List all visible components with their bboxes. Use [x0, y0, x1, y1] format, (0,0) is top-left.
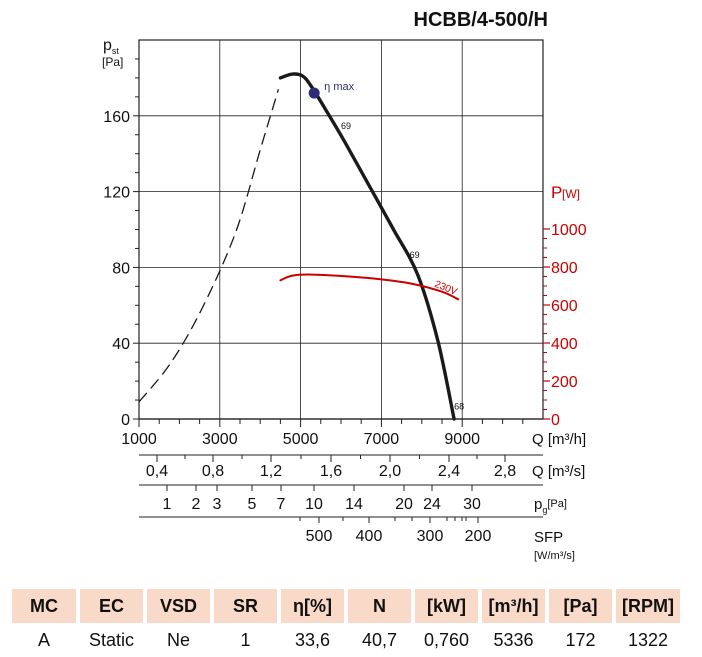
header-cell: [Pa]: [549, 589, 612, 623]
y-axis-label: pst: [103, 37, 119, 56]
secondary-axis-label: Q [m³/s]: [532, 463, 585, 480]
secondary-tick-label: 300: [417, 528, 444, 545]
secondary-tick-label: 2,8: [494, 463, 516, 480]
y-tick-label: 160: [103, 109, 130, 126]
secondary-axis-label-part: p: [534, 496, 542, 513]
table-cell: 40,7: [361, 629, 398, 650]
table-cell: Ne: [166, 629, 190, 650]
eta-max-point: [308, 87, 320, 99]
secondary-tick-label: 14: [345, 496, 363, 513]
grid: [139, 40, 543, 419]
secondary-axis-unit: [W/m³/s]: [534, 550, 575, 562]
plot-border: [138, 39, 544, 420]
y-tick-label: 80: [112, 260, 130, 277]
power-curve: [279, 273, 460, 301]
power-tick-label: 1000: [551, 222, 587, 239]
curve-annotation: 68: [454, 402, 464, 412]
secondary-tick-label: 5: [248, 496, 257, 513]
table-cell: 172: [565, 629, 596, 650]
header-cell: N: [348, 589, 411, 623]
axes: 0 40 80 120 160 pst[Pa] 0 200 400 600 800 1000 P [W] 1…: [102, 37, 587, 448]
header-cell: MC: [12, 589, 76, 623]
secondary-tick-label: 3: [213, 496, 222, 513]
curve-annotation: 230V: [433, 279, 459, 298]
secondary-axis-label: pg[Pa]: [534, 496, 567, 515]
table-row: A Static Ne 1 33,6 40,7 0,760 5336 172 1…: [12, 623, 680, 657]
secondary-axis-label: SFP: [534, 529, 563, 546]
y-tick-label: 40: [112, 336, 130, 353]
power-tick-label: 0: [551, 412, 560, 429]
x-tick-label: 1000: [121, 431, 157, 448]
y-axis-label-part: st: [112, 46, 120, 56]
power-tick-label: 600: [551, 298, 578, 315]
header-cell: VSD: [147, 589, 210, 623]
table-cell: 0,760: [423, 629, 470, 650]
pressure-curve-dashed: [138, 89, 280, 403]
header-cell: [kW]: [415, 589, 478, 623]
secondary-scales: 0,4 0,8 1,2 1,6 2,0 2,4 2,8 Q [m³/s] 1 2 3 5 7 10 14 20…: [139, 454, 585, 562]
x-axis-label: Q [m³/h]: [532, 431, 586, 448]
secondary-tick-label: 2,0: [379, 463, 401, 480]
power-tick-label: 200: [551, 374, 578, 391]
secondary-tick-label: 0,4: [146, 463, 168, 480]
secondary-tick-label: 2,4: [438, 463, 460, 480]
curve-annotation: 69: [410, 250, 420, 260]
table-cell: 1: [240, 629, 251, 650]
eta-max-label: η max: [324, 81, 354, 93]
header-cell: η[%]: [281, 589, 344, 623]
power-axis-label: P: [551, 183, 562, 202]
x-tick-label: 5000: [283, 431, 319, 448]
secondary-tick-label: 10: [305, 496, 323, 513]
secondary-tick-label: 400: [356, 528, 383, 545]
secondary-tick-label: 1,6: [320, 463, 342, 480]
x-tick-label: 7000: [364, 431, 400, 448]
header-cell: [RPM]: [616, 589, 680, 623]
curves: η max 69 69 68 230V: [138, 72, 464, 421]
secondary-axis-label-part: [Pa]: [547, 498, 567, 510]
chart-title: HCBB/4-500/H: [414, 9, 548, 31]
y-tick-label: 0: [121, 412, 130, 429]
table-cell: 33,6: [294, 629, 331, 650]
x-tick-label: 3000: [202, 431, 238, 448]
secondary-tick-label: 1,2: [260, 463, 282, 480]
plot-frame: [138, 39, 544, 420]
power-tick-label: 400: [551, 336, 578, 353]
secondary-tick-label: 0,8: [202, 463, 224, 480]
fan-spec-table: MC EC VSD SR η[%] N [kW] [m³/h] [Pa] [RP…: [8, 589, 684, 657]
secondary-tick-label: 1: [163, 496, 172, 513]
table-cell: A: [37, 629, 50, 650]
secondary-tick-label: 7: [277, 496, 286, 513]
secondary-tick-label: 20: [395, 496, 413, 513]
x-tick-label: 9000: [444, 431, 480, 448]
curve-annotation: 69: [341, 121, 351, 131]
header-cell: SR: [214, 589, 277, 623]
header-cell: EC: [80, 589, 143, 623]
table-cell: Static: [88, 629, 135, 650]
y-axis-unit: [Pa]: [102, 55, 123, 69]
secondary-tick-label: 2: [192, 496, 201, 513]
table-cell: 1322: [627, 629, 669, 650]
secondary-tick-label: 30: [463, 496, 481, 513]
power-tick-label: 800: [551, 260, 578, 277]
secondary-tick-label: 200: [465, 528, 492, 545]
y-axis-label-part: p: [103, 37, 112, 54]
secondary-tick-label: 500: [306, 528, 333, 545]
secondary-tick-label: 24: [423, 496, 441, 513]
pressure-curve: [278, 72, 456, 421]
header-cell: [m³/h]: [482, 589, 545, 623]
power-axis-unit: [W]: [562, 187, 580, 201]
secondary-axis-label-part: g: [542, 505, 547, 515]
table-header-row: MC EC VSD SR η[%] N [kW] [m³/h] [Pa] [RP…: [12, 589, 680, 623]
y-tick-label: 120: [103, 185, 130, 202]
table-cell: 5336: [493, 629, 534, 650]
